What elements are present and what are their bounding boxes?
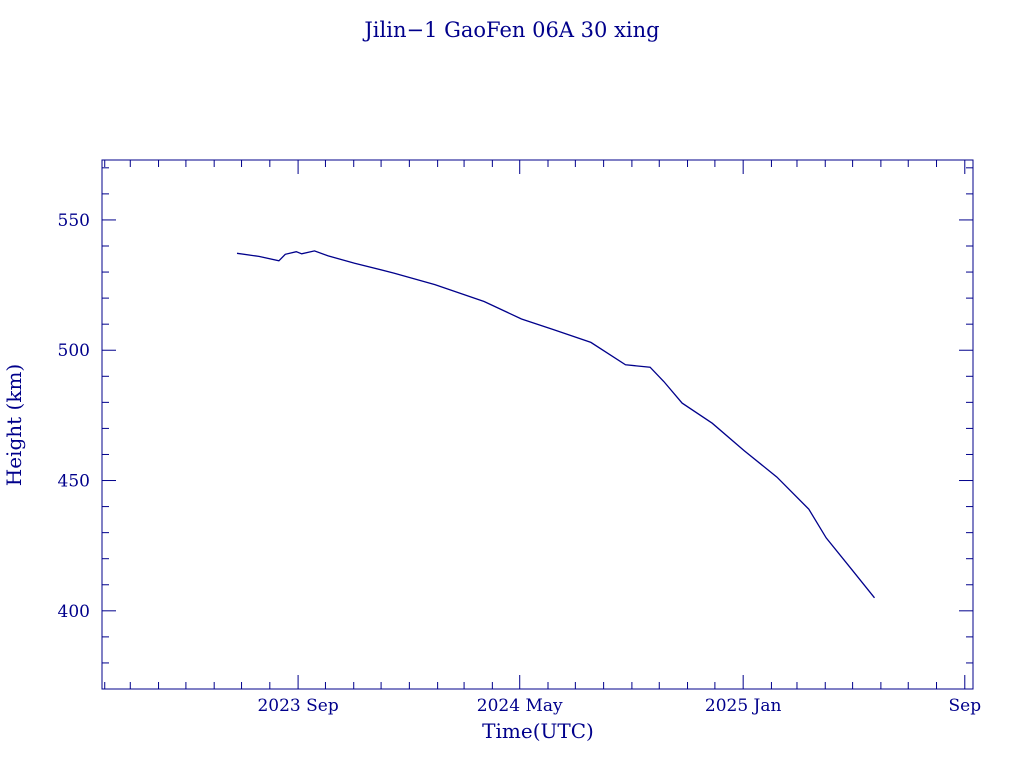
- height-series-line: [236, 250, 876, 599]
- x-tick-label: 2025 Jan: [705, 696, 782, 716]
- x-tick-label: 2023 Sep: [257, 696, 338, 716]
- x-tick-label: 2024 May: [477, 696, 563, 716]
- x-axis-label: Time(UTC): [482, 719, 594, 743]
- x-tick-labels: 2023 Sep 2024 May 2025 Jan Sep: [257, 696, 981, 716]
- x-tick-label: Sep: [948, 696, 981, 716]
- y-tick-label: 500: [58, 341, 90, 361]
- y-tick-label: 550: [58, 211, 90, 231]
- y-tick-label: 400: [58, 602, 90, 622]
- axis-ticks: [102, 160, 973, 689]
- y-axis-label: Height (km): [2, 364, 26, 486]
- y-tick-labels: 400 450 500 550: [58, 211, 90, 622]
- y-tick-label: 450: [58, 472, 90, 492]
- chart-title: Jilin−1 GaoFen 06A 30 xing: [362, 18, 659, 42]
- plot-frame: [101, 159, 974, 690]
